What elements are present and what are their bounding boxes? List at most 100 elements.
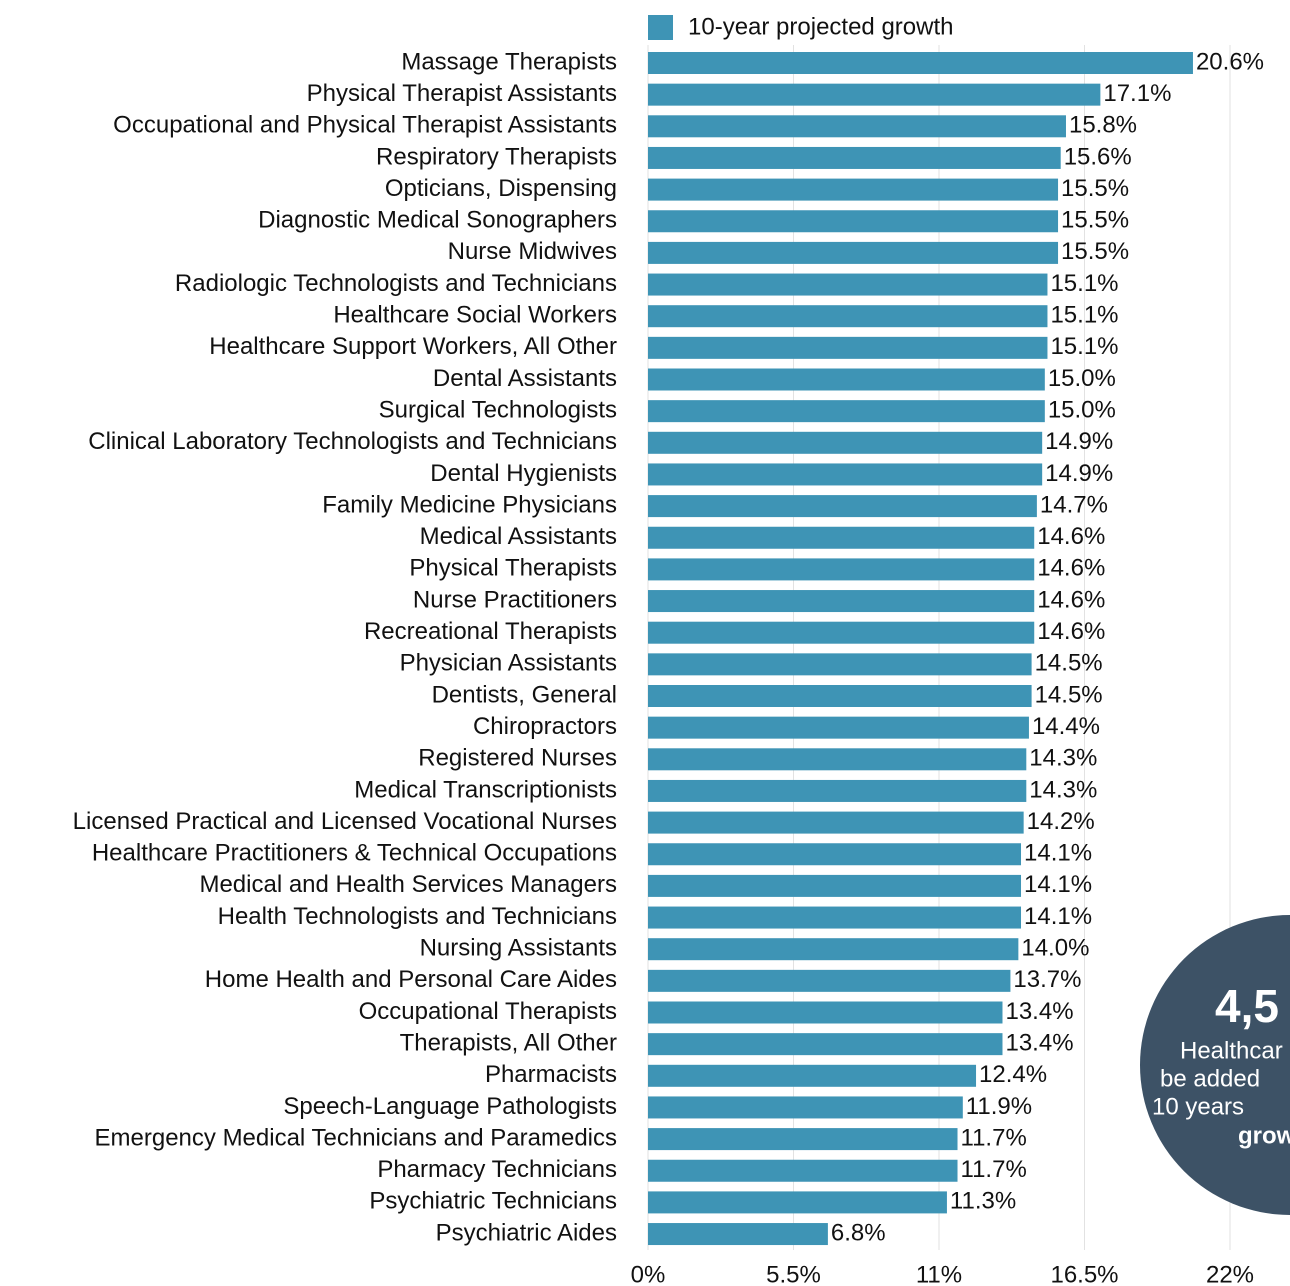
y-tick-label: Dental Assistants — [433, 365, 617, 392]
data-label: 14.7% — [1040, 491, 1108, 518]
bar — [648, 779, 1027, 802]
data-label: 14.5% — [1035, 681, 1103, 708]
bar — [648, 83, 1101, 106]
y-tick-label: Healthcare Social Workers — [333, 302, 617, 329]
y-tick-label: Physical Therapists — [409, 555, 617, 582]
data-label: 15.8% — [1069, 112, 1137, 139]
y-tick-label: Medical Transcriptionists — [354, 776, 617, 803]
y-tick-label: Emergency Medical Technicians and Parame… — [95, 1124, 617, 1151]
y-tick-label: Dentists, General — [432, 681, 617, 708]
callout-headline: 4,5 — [1215, 980, 1279, 1032]
bar — [648, 558, 1035, 581]
bar — [648, 590, 1035, 613]
bar — [648, 336, 1048, 359]
y-tick-label: Respiratory Therapists — [376, 143, 617, 170]
bar — [648, 1223, 828, 1246]
callout-circle — [1140, 915, 1290, 1215]
y-tick-label: Pharmacists — [485, 1061, 617, 1088]
bar — [648, 906, 1022, 929]
bar — [648, 1159, 958, 1182]
y-tick-label: Occupational Therapists — [359, 998, 617, 1025]
data-label: 12.4% — [979, 1061, 1047, 1088]
data-label: 6.8% — [831, 1219, 886, 1246]
y-tick-label: Clinical Laboratory Technologists and Te… — [88, 428, 617, 455]
data-label: 17.1% — [1103, 80, 1171, 107]
y-tick-label: Dental Hygienists — [430, 460, 617, 487]
bar — [648, 526, 1035, 549]
data-label: 11.3% — [950, 1188, 1016, 1215]
y-tick-label: Nurse Midwives — [448, 238, 617, 265]
y-tick-label: Medical and Health Services Managers — [199, 871, 617, 898]
x-tick-label: 16.5% — [1050, 1261, 1118, 1286]
y-tick-label: Massage Therapists — [401, 48, 617, 75]
y-tick-label: Radiologic Technologists and Technicians — [175, 270, 617, 297]
bar — [648, 843, 1022, 866]
data-label: 11.7% — [961, 1156, 1027, 1183]
legend-label: 10-year projected growth — [688, 13, 953, 40]
data-label: 15.1% — [1050, 333, 1118, 360]
data-label: 15.5% — [1061, 207, 1129, 234]
data-label: 15.1% — [1050, 302, 1118, 329]
bar — [648, 210, 1059, 233]
x-tick-label: 5.5% — [766, 1261, 821, 1286]
data-label: 15.0% — [1048, 365, 1116, 392]
bar — [648, 431, 1043, 454]
y-tick-label: Registered Nurses — [418, 745, 617, 772]
callout-text: grow — [1238, 1122, 1290, 1149]
data-label: 15.5% — [1061, 175, 1129, 202]
data-label: 15.5% — [1061, 238, 1129, 265]
y-tick-label: Speech-Language Pathologists — [283, 1093, 617, 1120]
y-tick-label: Nursing Assistants — [420, 935, 617, 962]
data-label: 14.1% — [1024, 871, 1092, 898]
bar — [648, 874, 1022, 897]
data-label: 14.5% — [1035, 650, 1103, 677]
data-label: 20.6% — [1196, 48, 1264, 75]
y-tick-label: Occupational and Physical Therapist Assi… — [113, 112, 617, 139]
data-label: 15.1% — [1050, 270, 1118, 297]
data-label: 14.0% — [1021, 935, 1089, 962]
data-label: 14.6% — [1037, 523, 1105, 550]
data-label: 14.4% — [1032, 713, 1100, 740]
data-label: 14.6% — [1037, 618, 1105, 645]
data-label: 13.4% — [1005, 1029, 1073, 1056]
x-tick-label: 22% — [1206, 1261, 1254, 1286]
bar — [648, 305, 1048, 328]
data-label: 14.3% — [1029, 776, 1097, 803]
data-label: 14.6% — [1037, 586, 1105, 613]
bar — [648, 52, 1193, 74]
bar — [648, 1128, 958, 1151]
data-label: 15.0% — [1048, 396, 1116, 423]
data-label: 14.6% — [1037, 555, 1105, 582]
data-label: 15.6% — [1064, 143, 1132, 170]
bar — [648, 969, 1011, 992]
bar — [648, 368, 1045, 391]
data-label: 11.9% — [966, 1093, 1032, 1120]
data-label: 14.9% — [1045, 428, 1113, 455]
y-tick-label: Physician Assistants — [400, 650, 617, 677]
y-tick-label: Surgical Technologists — [379, 396, 617, 423]
bar — [648, 1096, 963, 1119]
bar — [648, 811, 1024, 834]
bar — [648, 1033, 1003, 1056]
bar — [648, 400, 1045, 423]
data-label: 14.3% — [1029, 745, 1097, 772]
bar — [648, 115, 1066, 138]
y-tick-label: Home Health and Personal Care Aides — [205, 966, 617, 993]
bar — [648, 1064, 977, 1087]
data-label: 13.4% — [1005, 998, 1073, 1025]
bar — [648, 146, 1061, 169]
bar — [648, 716, 1029, 739]
bar — [648, 748, 1027, 771]
y-tick-label: Nurse Practitioners — [413, 586, 617, 613]
y-tick-label: Pharmacy Technicians — [377, 1156, 617, 1183]
y-tick-label: Therapists, All Other — [400, 1029, 617, 1056]
callout-text: 10 years — [1152, 1093, 1244, 1120]
bar — [648, 178, 1059, 201]
bar — [648, 273, 1048, 296]
data-label: 11.7% — [961, 1124, 1027, 1151]
data-label: 14.9% — [1045, 460, 1113, 487]
data-label: 14.1% — [1024, 840, 1092, 867]
y-tick-label: Psychiatric Aides — [436, 1219, 617, 1246]
callout-text: Healthcar — [1180, 1037, 1283, 1064]
